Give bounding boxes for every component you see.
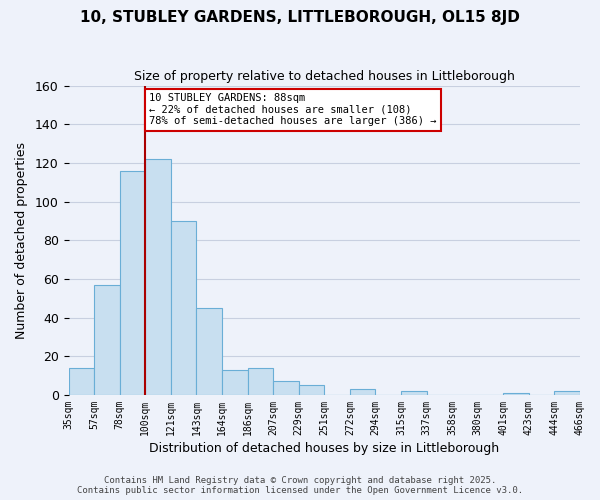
Bar [299, 386, 324, 395]
Text: 10, STUBLEY GARDENS, LITTLEBOROUGH, OL15 8JD: 10, STUBLEY GARDENS, LITTLEBOROUGH, OL15… [80, 10, 520, 25]
Text: 10 STUBLEY GARDENS: 88sqm
← 22% of detached houses are smaller (108)
78% of semi: 10 STUBLEY GARDENS: 88sqm ← 22% of detac… [149, 94, 437, 126]
Bar [196, 308, 222, 395]
Bar [68, 368, 94, 395]
X-axis label: Distribution of detached houses by size in Littleborough: Distribution of detached houses by size … [149, 442, 499, 455]
Bar [248, 368, 273, 395]
Bar [94, 284, 119, 395]
Y-axis label: Number of detached properties: Number of detached properties [15, 142, 28, 339]
Bar [554, 391, 580, 395]
Bar [171, 221, 196, 395]
Bar [145, 159, 171, 395]
Bar [119, 170, 145, 395]
Bar [401, 391, 427, 395]
Bar [273, 382, 299, 395]
Bar [503, 393, 529, 395]
Bar [222, 370, 248, 395]
Text: Contains HM Land Registry data © Crown copyright and database right 2025.
Contai: Contains HM Land Registry data © Crown c… [77, 476, 523, 495]
Bar [350, 389, 376, 395]
Title: Size of property relative to detached houses in Littleborough: Size of property relative to detached ho… [134, 70, 515, 83]
